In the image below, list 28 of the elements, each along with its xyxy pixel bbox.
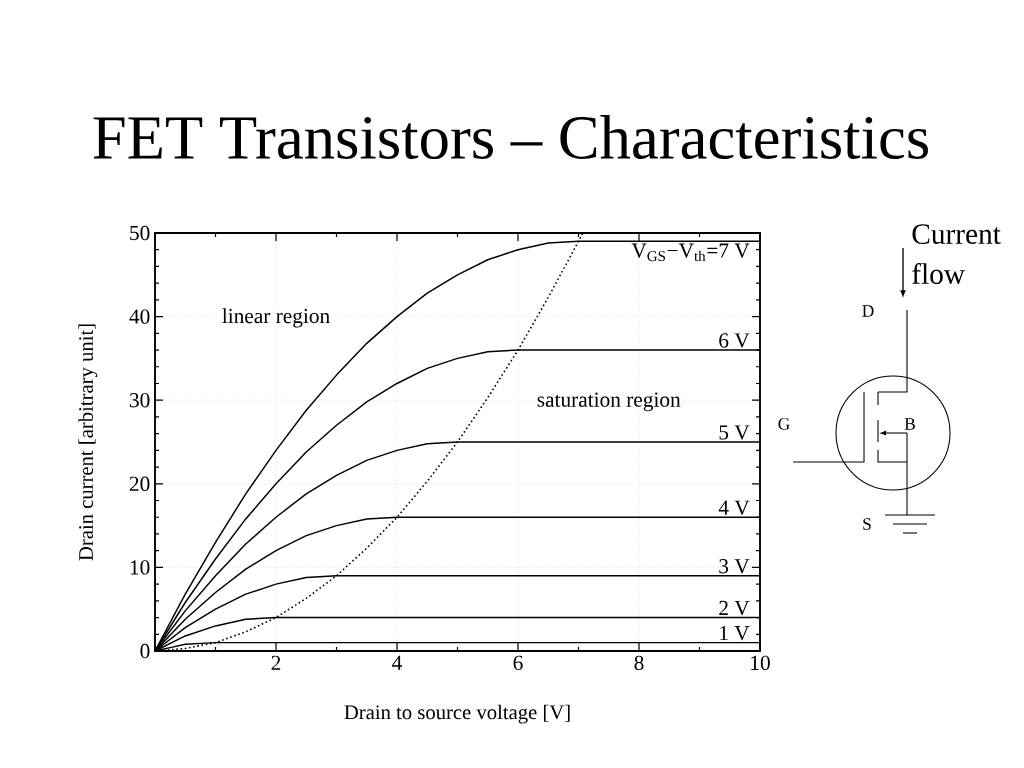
- legend-label: 6 V: [719, 333, 750, 348]
- annotation: saturation region: [537, 392, 681, 412]
- y-axis-title: Drain current [arbitrary unit]: [78, 324, 98, 561]
- annotation: linear region: [222, 308, 330, 328]
- y-tick-label: 40: [129, 309, 150, 324]
- legend-label: 1 V: [720, 625, 750, 641]
- legend-label: V$_{GS}$−V$_{th}$=7 V: [631, 243, 750, 262]
- y-tick-label: 30: [129, 393, 150, 408]
- x-tick-label: 10: [751, 655, 770, 671]
- legend-label: 4 V: [718, 500, 750, 515]
- text: B: [904, 418, 915, 430]
- x-tick-label: 2: [271, 655, 281, 670]
- y-tick-label: 0: [140, 643, 150, 659]
- text: Current flow: [912, 224, 1001, 284]
- y-tick-label: 50: [130, 225, 150, 241]
- text: G: [778, 418, 790, 430]
- text: S: [863, 518, 871, 530]
- x-axis-title: Drain to source voltage [V]: [344, 704, 570, 724]
- legend-label: 2 V: [719, 600, 750, 616]
- legend-label: 3 V: [719, 559, 750, 574]
- text: D: [862, 305, 874, 317]
- x-tick-label: 6: [513, 655, 523, 671]
- y-tick-label: 20: [129, 476, 150, 491]
- y-tick-label: 10: [130, 560, 150, 575]
- legend-label: 5 V: [719, 425, 750, 440]
- chart-title: FET Transistors – Characteristics: [93, 114, 928, 160]
- x-tick-label: 8: [634, 655, 644, 671]
- x-tick-label: 4: [392, 655, 402, 670]
